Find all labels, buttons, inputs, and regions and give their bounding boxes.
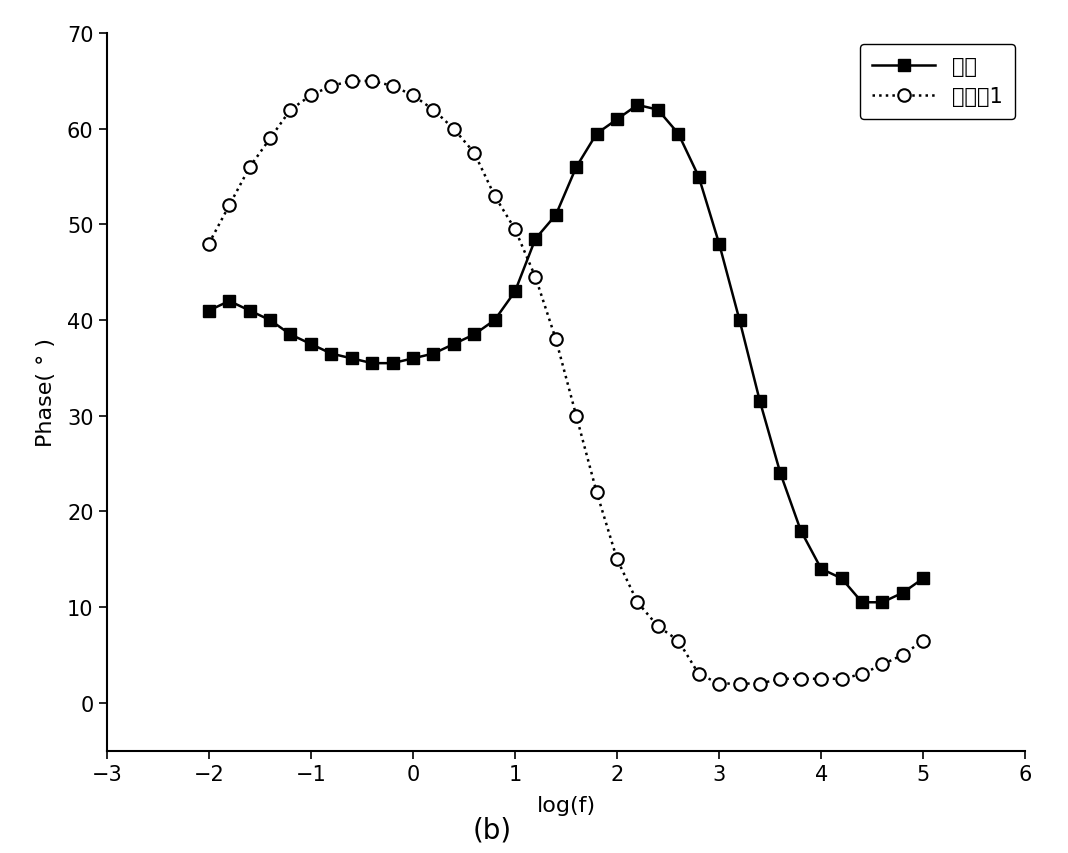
基准	[223, 297, 236, 307]
基准	[692, 172, 705, 183]
Line: 实施例1: 实施例1	[203, 76, 929, 690]
实施例1	[855, 669, 868, 679]
基准	[876, 597, 889, 607]
实施例1	[774, 674, 787, 684]
基准	[447, 339, 460, 350]
基准	[407, 354, 420, 364]
实施例1	[631, 597, 644, 607]
实施例1	[815, 674, 828, 684]
实施例1	[835, 674, 848, 684]
基准	[795, 525, 807, 536]
实施例1	[795, 674, 807, 684]
实施例1	[304, 91, 317, 102]
基准	[244, 306, 256, 316]
Y-axis label: Phase( ° ): Phase( ° )	[36, 338, 56, 447]
实施例1	[447, 125, 460, 135]
实施例1	[733, 679, 745, 689]
Legend: 基准, 实施例1: 基准, 实施例1	[860, 44, 1015, 120]
基准	[284, 330, 297, 340]
实施例1	[529, 273, 541, 283]
实施例1	[223, 201, 236, 212]
实施例1	[754, 679, 767, 689]
实施例1	[508, 225, 521, 235]
基准	[611, 115, 624, 125]
基准	[549, 211, 562, 221]
基准	[304, 339, 317, 350]
Line: 基准: 基准	[203, 100, 929, 608]
基准	[855, 597, 868, 607]
X-axis label: log(f): log(f)	[536, 795, 596, 815]
基准	[754, 397, 767, 407]
实施例1	[692, 669, 705, 679]
实施例1	[488, 191, 501, 201]
基准	[815, 564, 828, 574]
基准	[203, 306, 216, 316]
实施例1	[427, 106, 440, 116]
基准	[835, 573, 848, 583]
实施例1	[570, 411, 583, 421]
实施例1	[712, 679, 725, 689]
实施例1	[387, 82, 399, 92]
基准	[345, 354, 358, 364]
实施例1	[284, 106, 297, 116]
实施例1	[345, 77, 358, 87]
实施例1	[896, 650, 909, 660]
实施例1	[365, 77, 378, 87]
基准	[774, 468, 787, 479]
实施例1	[264, 134, 277, 144]
基准	[365, 358, 378, 368]
实施例1	[611, 554, 624, 565]
实施例1	[651, 621, 664, 631]
基准	[896, 588, 909, 598]
基准	[733, 316, 745, 326]
基准	[529, 235, 541, 245]
基准	[325, 349, 337, 359]
实施例1	[672, 635, 685, 646]
实施例1	[325, 82, 337, 92]
实施例1	[916, 635, 929, 646]
基准	[570, 163, 583, 173]
基准	[631, 101, 644, 111]
基准	[387, 358, 399, 368]
基准	[672, 130, 685, 140]
实施例1	[549, 334, 562, 345]
实施例1	[591, 488, 603, 498]
基准	[488, 316, 501, 326]
基准	[591, 130, 603, 140]
实施例1	[876, 659, 889, 670]
基准	[264, 316, 277, 326]
基准	[712, 239, 725, 249]
基准	[916, 573, 929, 583]
实施例1	[203, 239, 216, 249]
实施例1	[244, 163, 256, 173]
基准	[468, 330, 481, 340]
基准	[427, 349, 440, 359]
Text: (b): (b)	[473, 815, 513, 843]
实施例1	[468, 148, 481, 159]
基准	[508, 287, 521, 297]
基准	[651, 106, 664, 116]
实施例1	[407, 91, 420, 102]
